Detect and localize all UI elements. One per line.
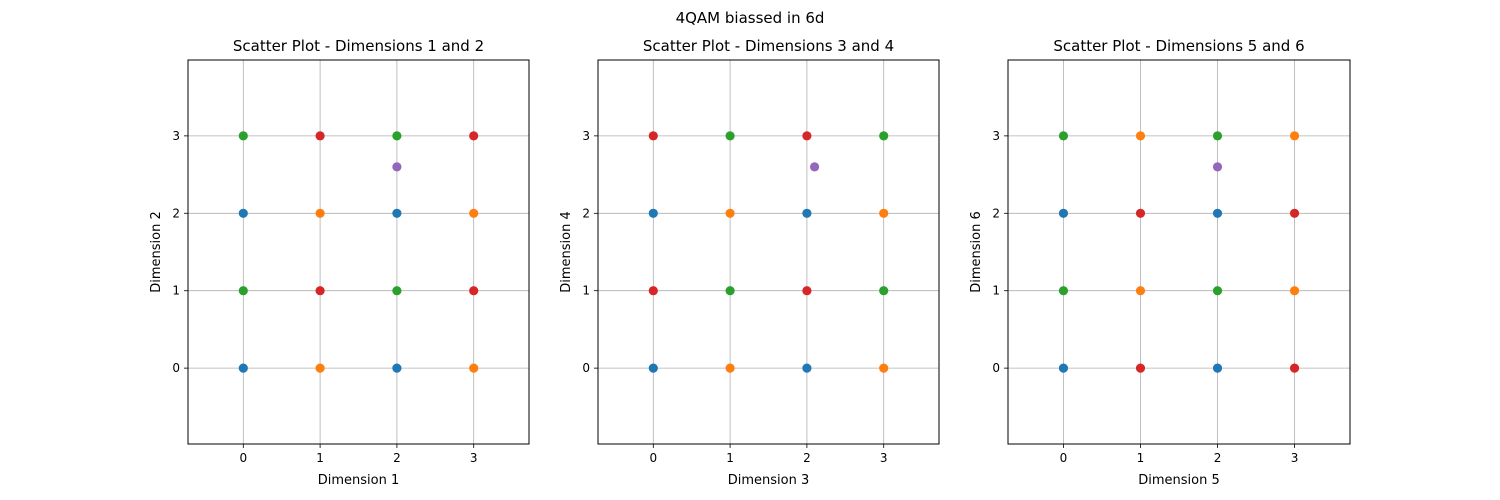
panel-1-title: Scatter Plot - Dimensions 1 and 2	[233, 37, 484, 55]
panel-3-point-1	[1058, 286, 1069, 296]
panel-3-xtick-label-3: 3	[1291, 451, 1299, 465]
panel-1-point-15	[469, 131, 479, 141]
panel-1-ytick-label-0: 0	[172, 361, 180, 375]
panel-3-point-2	[1058, 208, 1069, 218]
panel-2-frame	[597, 59, 940, 445]
panel-1-point-3	[238, 131, 248, 141]
panel-1-point-1	[238, 286, 248, 296]
panel-2-point-2	[648, 208, 658, 218]
panel-1: 0 1 2 3 0 1 2 3 Scatter Plot - Dimensions 1 and …	[149, 37, 530, 488]
panel-1-point-0	[238, 363, 248, 373]
panel-3-point-3	[1058, 131, 1069, 141]
panel-1-point-16	[392, 162, 402, 172]
panel-1-xtick-label-1: 1	[316, 451, 324, 465]
panel-1-point-11	[392, 131, 402, 141]
panel-3-point-13	[1289, 286, 1300, 296]
panel-1-ylabel: Dimension 2	[149, 211, 164, 293]
panel-3-frame	[1007, 59, 1351, 445]
panel-3-point-16	[1212, 162, 1223, 172]
panel-3-point-5	[1135, 286, 1146, 296]
panel-3-ytick-label-2: 2	[992, 206, 1000, 220]
panel-2-ytick-label-2: 2	[582, 206, 590, 220]
panel-3-point-15	[1289, 131, 1300, 141]
panel-2-ytick-label-3: 3	[582, 129, 590, 143]
panel-1-xlabel: Dimension 1	[318, 473, 400, 488]
panel-2-point-4	[725, 363, 735, 373]
panel-2-xtick-label-1: 1	[726, 451, 734, 465]
panel-3-xtick-label-1: 1	[1137, 451, 1145, 465]
panel-2-point-6	[725, 208, 735, 218]
panels: 0 1 2 3 0 1 2 3 Scatter Plot - Dimensions 1 and …	[149, 37, 1351, 488]
panel-3-point-10	[1212, 208, 1223, 218]
panel-3-point-14	[1289, 208, 1300, 218]
panel-2-point-16	[809, 162, 820, 172]
panel-1-point-2	[238, 208, 248, 218]
panel-2-ylabel: Dimension 4	[559, 211, 574, 293]
panel-1-frame	[187, 59, 530, 445]
panel-1-point-13	[469, 286, 479, 296]
panel-2-xtick-label-3: 3	[880, 451, 888, 465]
panel-2-point-7	[725, 131, 735, 141]
panel-1-point-9	[392, 286, 402, 296]
panel-3-ylabel: Dimension 6	[969, 211, 984, 293]
panel-3-ytick-label-1: 1	[992, 284, 1000, 298]
panel-3-xtick-label-0: 0	[1060, 451, 1068, 465]
panel-2-xtick-label-0: 0	[649, 451, 657, 465]
panel-1-point-5	[315, 286, 325, 296]
panel-3-point-4	[1135, 363, 1146, 373]
panel-2-point-0	[648, 363, 658, 373]
panel-1-xtick-label-2: 2	[393, 451, 401, 465]
panel-3-point-0	[1058, 363, 1069, 373]
panel-2-point-9	[802, 286, 812, 296]
panel-1-ytick-label-2: 2	[172, 206, 180, 220]
panel-2-point-3	[648, 131, 658, 141]
panel-2-point-10	[802, 208, 812, 218]
panel-2-point-11	[802, 131, 812, 141]
panel-1-point-12	[469, 363, 479, 373]
panel-2-point-12	[879, 363, 889, 373]
panel-3-point-7	[1135, 131, 1146, 141]
panel-1-xtick-label-0: 0	[239, 451, 247, 465]
panel-2-point-8	[802, 363, 812, 373]
panel-2-ytick-label-1: 1	[582, 284, 590, 298]
panel-1-ytick-label-3: 3	[172, 129, 180, 143]
panel-1-point-4	[315, 363, 325, 373]
panel-3-ytick-label-0: 0	[992, 361, 1000, 375]
panel-1-point-8	[392, 363, 402, 373]
panel-3-title: Scatter Plot - Dimensions 5 and 6	[1053, 37, 1304, 55]
figure-suptitle: 4QAM biassed in 6d	[676, 9, 825, 27]
panel-2: 0 1 2 3 0 1 2 3 Scatter Plot - Dimensions 3 and …	[559, 37, 940, 488]
panel-3-point-11	[1212, 131, 1223, 141]
panel-2-xtick-label-2: 2	[803, 451, 811, 465]
panel-2-point-14	[879, 208, 889, 218]
panel-1-point-6	[315, 208, 325, 218]
panel-3: 0 1 2 3 0 1 2 3 Scatter Plot - Dimensions 5 and …	[969, 37, 1351, 488]
panel-1-point-14	[469, 208, 479, 218]
panel-3-xtick-label-2: 2	[1214, 451, 1222, 465]
panel-2-point-5	[725, 286, 735, 296]
panel-1-ytick-label-1: 1	[172, 284, 180, 298]
panel-3-ytick-label-3: 3	[992, 129, 1000, 143]
panel-2-title: Scatter Plot - Dimensions 3 and 4	[643, 37, 894, 55]
panel-1-point-10	[392, 208, 402, 218]
panel-2-point-1	[648, 286, 658, 296]
panel-3-point-12	[1289, 363, 1300, 373]
panel-3-point-6	[1135, 208, 1146, 218]
panel-1-point-7	[315, 131, 325, 141]
panel-2-xlabel: Dimension 3	[728, 473, 810, 488]
panel-3-point-8	[1212, 363, 1223, 373]
panel-1-xtick-label-3: 3	[470, 451, 478, 465]
panel-3-xlabel: Dimension 5	[1138, 473, 1220, 488]
panel-2-point-15	[879, 131, 889, 141]
panel-2-ytick-label-0: 0	[582, 361, 590, 375]
panel-2-point-13	[879, 286, 889, 296]
panel-3-point-9	[1212, 286, 1223, 296]
